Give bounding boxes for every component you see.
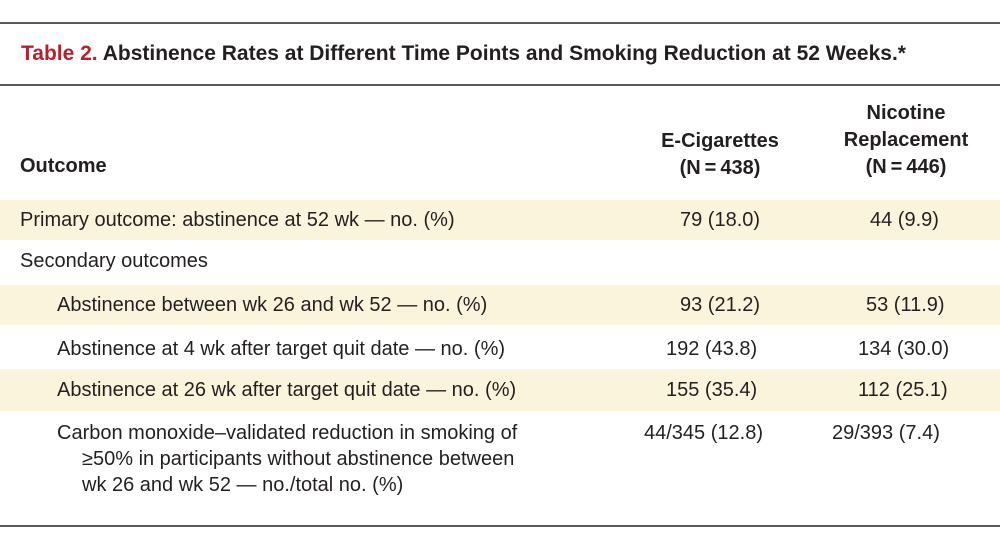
row-label-line2: ≥50% in participants without abstinence … <box>82 448 515 470</box>
nrt-value: 112 (25.1) <box>858 379 948 401</box>
ecig-column-header: E-Cigarettes (N = 438) <box>650 128 790 182</box>
nrt-value: 53 (11.9) <box>866 294 945 316</box>
nrt-value: 29/393 (7.4) <box>832 422 940 444</box>
table-row: Abstinence at 4 wk after target quit dat… <box>0 329 1000 369</box>
table-title: Table 2. Abstinence Rates at Different T… <box>21 42 906 66</box>
table-row: Primary outcome: abstinence at 52 wk — n… <box>0 200 1000 240</box>
nrt-header-line2: Replacement <box>843 129 969 151</box>
ecig-header-line2: (N = 438) <box>679 157 761 179</box>
table-row: Abstinence at 26 wk after target quit da… <box>0 369 1000 411</box>
table-frame: Table 2. Abstinence Rates at Different T… <box>0 22 1000 527</box>
table-title-bar: Table 2. Abstinence Rates at Different T… <box>0 24 1000 86</box>
table-row: Secondary outcomes <box>0 244 1000 284</box>
row-label: Abstinence at 26 wk after target quit da… <box>57 379 517 401</box>
nrt-header-line3: (N = 446) <box>865 156 947 178</box>
outcome-column-header: Outcome <box>20 155 107 177</box>
row-label: Primary outcome: abstinence at 52 wk — n… <box>20 209 455 231</box>
nrt-value: 44 (9.9) <box>870 209 939 231</box>
ecig-value: 192 (43.8) <box>666 338 758 360</box>
table-row: Abstinence between wk 26 and wk 52 — no.… <box>0 285 1000 325</box>
row-label: Abstinence at 4 wk after target quit dat… <box>57 338 506 360</box>
ecig-value: 155 (35.4) <box>666 379 758 401</box>
row-label-line3: wk 26 and wk 52 — no./total no. (%) <box>82 474 404 496</box>
ecig-header-line1: E-Cigarettes <box>661 130 779 152</box>
table-row: Carbon monoxide–validated reduction in s… <box>0 416 1000 516</box>
row-label: Carbon monoxide–validated reduction in s… <box>57 420 517 498</box>
ecig-value: 44/345 (12.8) <box>644 422 763 444</box>
ecig-value: 79 (18.0) <box>680 209 761 231</box>
nrt-header-line1: Nicotine <box>866 102 946 124</box>
ecig-value: 93 (21.2) <box>680 294 761 316</box>
row-label-line1: Carbon monoxide–validated reduction in s… <box>57 422 518 444</box>
row-label: Secondary outcomes <box>20 250 208 272</box>
nrt-column-header: Nicotine Replacement (N = 446) <box>826 100 986 181</box>
table-title-text: Abstinence Rates at Different Time Point… <box>102 42 906 65</box>
table-label: Table 2. <box>21 42 98 65</box>
nrt-value: 134 (30.0) <box>858 338 950 360</box>
row-label: Abstinence between wk 26 and wk 52 — no.… <box>57 294 488 316</box>
